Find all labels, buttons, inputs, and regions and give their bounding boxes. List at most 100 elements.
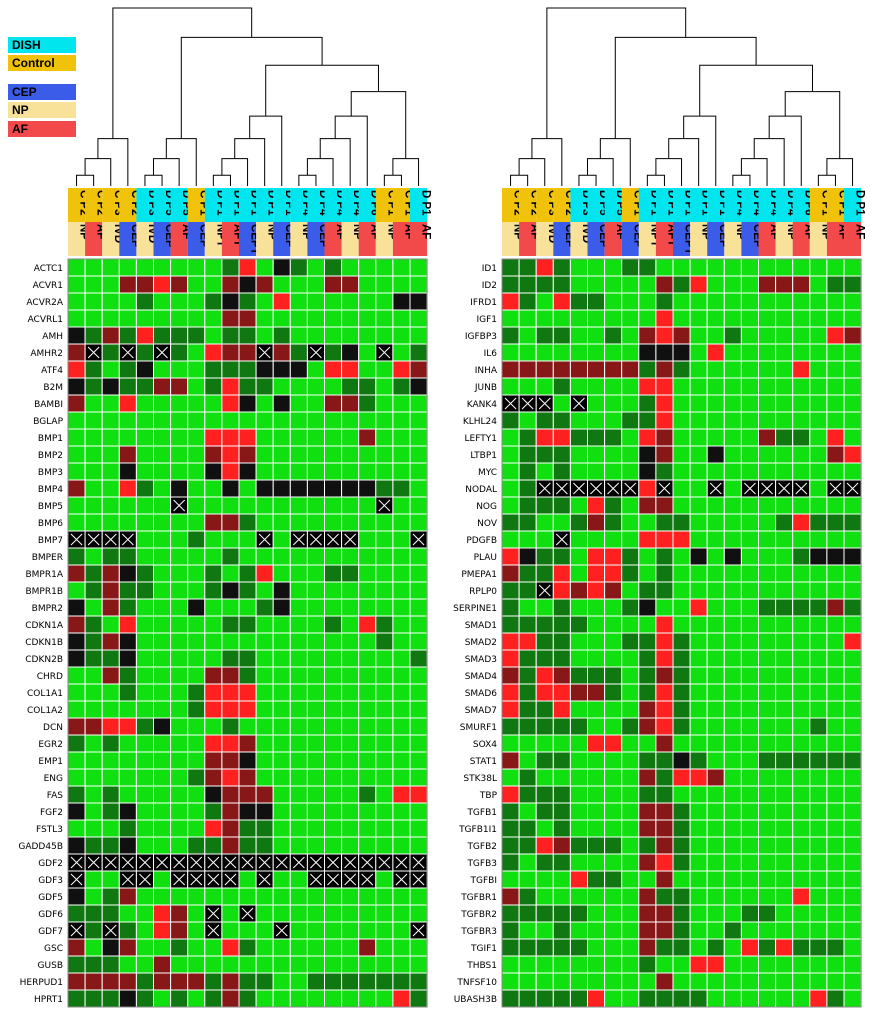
- heatmap-cell: [843, 462, 862, 481]
- heatmap-cell: [409, 649, 428, 668]
- heatmap-cell: [518, 904, 537, 923]
- heatmap-cell: [826, 394, 845, 413]
- heatmap-cell: [375, 700, 394, 719]
- heatmap-cell: [272, 428, 291, 447]
- heatmap-cell: [204, 683, 223, 702]
- heatmap-cell: [501, 615, 520, 634]
- heatmap-cell: [306, 513, 325, 532]
- heatmap-cell: [289, 479, 308, 498]
- heatmap-cell: [101, 734, 120, 753]
- heatmap-cell: [518, 802, 537, 821]
- heatmap-cell: [358, 649, 377, 668]
- heatmap-cell: [792, 360, 811, 379]
- heatmap-cell: [672, 785, 691, 804]
- heatmap-cell: [272, 632, 291, 651]
- heatmap-cell: [341, 666, 360, 685]
- row-label: NODAL: [465, 485, 497, 495]
- heatmap-cell: [341, 717, 360, 736]
- heatmap-cell: [587, 513, 606, 532]
- heatmap-cell: [118, 275, 137, 294]
- heatmap-cell: [409, 292, 428, 311]
- heatmap-cell: [135, 955, 154, 974]
- heatmap-cell: [221, 530, 240, 549]
- heatmap-cell: [587, 955, 606, 974]
- heatmap-cell: [723, 700, 742, 719]
- heatmap-cell: [809, 972, 828, 991]
- heatmap-cell: [135, 683, 154, 702]
- tissue-band: [187, 222, 205, 256]
- heatmap-cell: [204, 462, 223, 481]
- heatmap-cell: [289, 972, 308, 991]
- heatmap-cell: [621, 768, 640, 787]
- heatmap-cell: [621, 870, 640, 889]
- heatmap-cell: [135, 938, 154, 957]
- heatmap-cell: [289, 411, 308, 430]
- heatmap-cell: [153, 819, 172, 838]
- heatmap-cell: [289, 547, 308, 566]
- heatmap-cell: [306, 292, 325, 311]
- heatmap-cell: [392, 394, 411, 413]
- heatmap-cell: [826, 836, 845, 855]
- heatmap-cell: [587, 343, 606, 362]
- heatmap-cell: [409, 802, 428, 821]
- heatmap-cell: [501, 428, 520, 447]
- heatmap-cell: [655, 666, 674, 685]
- heatmap-cell: [306, 666, 325, 685]
- heatmap-cell: [324, 513, 343, 532]
- heatmap-cell: [84, 428, 103, 447]
- heatmap-cell: [706, 377, 725, 396]
- heatmap-cell: [552, 938, 571, 957]
- heatmap-cell: [187, 989, 206, 1008]
- heatmap-cell: [187, 802, 206, 821]
- heatmap-cell: [324, 462, 343, 481]
- heatmap-cell: [535, 632, 554, 651]
- heatmap-cell: [621, 581, 640, 600]
- heatmap-cell: [809, 989, 828, 1008]
- heatmap-cell: [375, 717, 394, 736]
- heatmap-cell: [758, 955, 777, 974]
- tissue-band: [724, 222, 742, 256]
- heatmap-cell: [67, 581, 86, 600]
- heatmap-cell: [843, 360, 862, 379]
- heatmap-cell-missing: [409, 853, 428, 872]
- heatmap-cell: [706, 530, 725, 549]
- heatmap-cell: [118, 887, 137, 906]
- heatmap-cell: [306, 564, 325, 583]
- heatmap-cell: [409, 938, 428, 957]
- heatmap-cell: [289, 870, 308, 889]
- heatmap-cell: [809, 649, 828, 668]
- tissue-band: [553, 222, 571, 256]
- heatmap-cell: [358, 360, 377, 379]
- heatmap-cell: [604, 275, 623, 294]
- heatmap-cell: [518, 564, 537, 583]
- heatmap-cell: [118, 734, 137, 753]
- heatmap-cell: [135, 479, 154, 498]
- heatmap-cell: [672, 462, 691, 481]
- heatmap-cell: [375, 428, 394, 447]
- heatmap-cell: [238, 938, 257, 957]
- heatmap-cell: [409, 955, 428, 974]
- heatmap-cell: [518, 343, 537, 362]
- heatmap-cell: [775, 275, 794, 294]
- heatmap-cell-missing: [409, 530, 428, 549]
- heatmap-cell: [238, 258, 257, 277]
- heatmap-cell: [740, 547, 760, 566]
- heatmap-cell: [689, 530, 708, 549]
- heatmap-cell: [204, 292, 223, 311]
- dendrogram-link: [699, 64, 813, 117]
- heatmap-cell: [84, 326, 103, 345]
- heatmap-cell: [826, 445, 845, 464]
- heatmap-cell: [518, 513, 537, 532]
- heatmap-cell: [672, 496, 691, 515]
- heatmap-cell: [740, 632, 760, 651]
- heatmap-cell: [843, 275, 862, 294]
- heatmap-cell: [501, 258, 520, 277]
- heatmap-cell: [118, 615, 137, 634]
- heatmap-cell: [187, 632, 206, 651]
- heatmap-cell: [392, 921, 411, 940]
- heatmap-cell: [655, 598, 674, 617]
- heatmap-cell: [826, 547, 845, 566]
- heatmap-cell: [672, 751, 691, 770]
- tissue-band: [307, 222, 325, 256]
